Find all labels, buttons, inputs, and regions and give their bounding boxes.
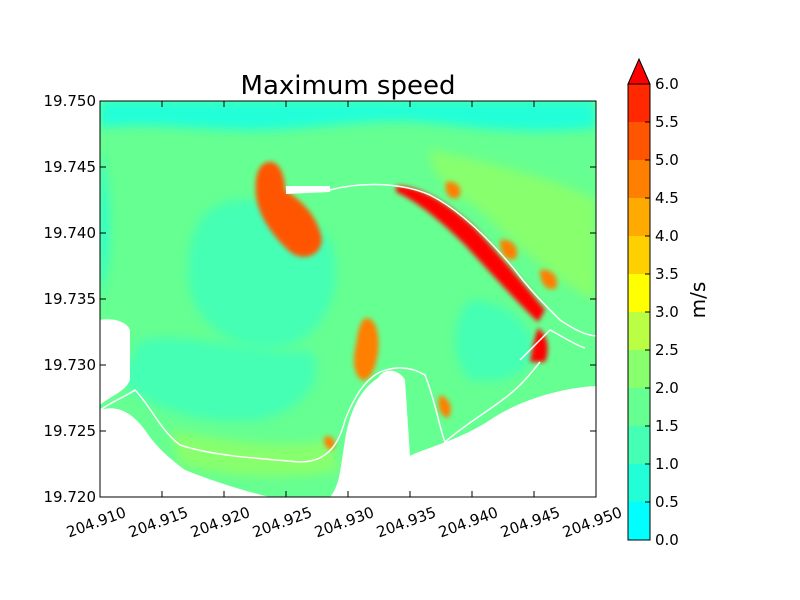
east-shore-band [430, 150, 596, 300]
y-tick-label: 19.745 [44, 158, 97, 176]
colorbar-segment [628, 160, 650, 198]
outer-shelf-region [100, 101, 596, 132]
colorbar-segment [628, 464, 650, 502]
x-tick-label: 204.935 [374, 503, 438, 541]
colorbar-segment [628, 312, 650, 350]
colorbar-tick-label: 3.5 [655, 265, 679, 283]
central-hot-spot [354, 318, 379, 381]
colorbar-segment [628, 274, 650, 312]
land-south [100, 370, 596, 497]
colorbar-segment [628, 426, 650, 464]
x-tick-label: 204.940 [436, 503, 500, 541]
colorbar-tick-label: 1.5 [655, 417, 679, 435]
colorbar-tick-label: 4.5 [655, 189, 679, 207]
breakwater-channel-jet [396, 185, 545, 322]
y-tick-label: 19.740 [44, 224, 97, 242]
colorbar-tick-label: 2.0 [655, 379, 679, 397]
land-southwest [100, 319, 130, 405]
y-tick-label: 19.735 [44, 290, 97, 308]
y-tick-label: 19.730 [44, 356, 97, 374]
colorbar-label: m/s [686, 282, 710, 319]
y-tick-label: 19.725 [44, 422, 97, 440]
shoreline-breakwater [329, 183, 596, 337]
colorbar-segment [628, 198, 650, 236]
colorbar-extend-arrow [627, 57, 651, 85]
colorbar-segment [628, 350, 650, 388]
y-tick-label: 19.720 [44, 488, 97, 506]
shoreline [100, 183, 596, 463]
plot-area [100, 101, 596, 497]
colorbar-tick-label: 2.5 [655, 341, 679, 359]
colorbar-segment [628, 84, 650, 122]
land-north-breakwater [286, 186, 330, 194]
shoreline-main [100, 361, 541, 463]
colorbar-tick-label: 0.0 [655, 531, 679, 549]
chart-title: Maximum speed [241, 71, 456, 101]
colorbar-tick-label: 4.0 [655, 227, 679, 245]
open-bay-region-south [120, 337, 317, 421]
outer-shelf-region-west [100, 150, 109, 300]
x-tick-label: 204.920 [188, 503, 252, 541]
colorbar-tick-label: 5.5 [655, 113, 679, 131]
colorbar-tick-label: 1.0 [655, 455, 679, 473]
south-shore-band [170, 430, 340, 477]
land-mask [100, 186, 596, 497]
x-tick-label: 204.950 [560, 503, 624, 541]
colorbar-segment [628, 388, 650, 426]
x-tick-label: 204.945 [498, 503, 562, 541]
west-headland-jet [255, 161, 322, 257]
colorbar-segment [628, 122, 650, 160]
x-tick-label: 204.930 [312, 503, 376, 541]
east-warm-spots [324, 181, 558, 450]
shoreline-harbor [519, 329, 586, 361]
colorbar-tick-label: 3.0 [655, 303, 679, 321]
colorbar-segment [628, 502, 650, 540]
colorbar-tick-label: 0.5 [655, 493, 679, 511]
x-tick-label: 204.915 [126, 503, 190, 541]
colorbar-segment [628, 236, 650, 274]
colorbar-tick-label: 5.0 [655, 151, 679, 169]
open-bay-region-east [455, 300, 535, 382]
x-tick-label: 204.925 [250, 503, 314, 541]
y-axis: 19.720 19.725 19.730 19.735 19.740 19.745 19.7… [44, 92, 596, 506]
colorbar: 0.0 0.5 1.0 1.5 2.0 2.5 3.0 3.5 4.0 4.5 5.0 5.5 6.0 [627, 57, 679, 549]
y-tick-label: 19.750 [44, 92, 97, 110]
colorbar-tick-label: 6.0 [655, 75, 679, 93]
x-tick-label: 204.910 [64, 503, 128, 541]
